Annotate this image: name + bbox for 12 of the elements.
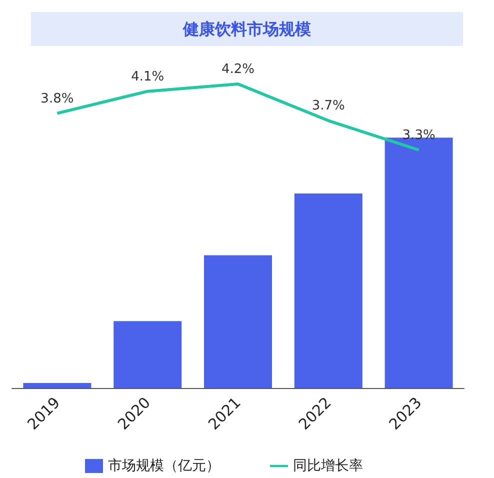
bar bbox=[384, 138, 453, 388]
bar bbox=[114, 321, 182, 388]
legend-label: 市场规模（亿元） bbox=[108, 458, 220, 474]
bar bbox=[204, 255, 272, 388]
chart-title: 健康饮料市场规模 bbox=[182, 20, 311, 38]
bar bbox=[23, 382, 92, 388]
data-label: 4.2% bbox=[221, 62, 255, 77]
bar bbox=[294, 193, 362, 388]
data-label: 3.8% bbox=[40, 91, 74, 106]
data-label: 3.7% bbox=[312, 98, 345, 114]
data-label: 4.1% bbox=[131, 69, 164, 84]
legend-label: 同比增长率 bbox=[293, 458, 363, 474]
